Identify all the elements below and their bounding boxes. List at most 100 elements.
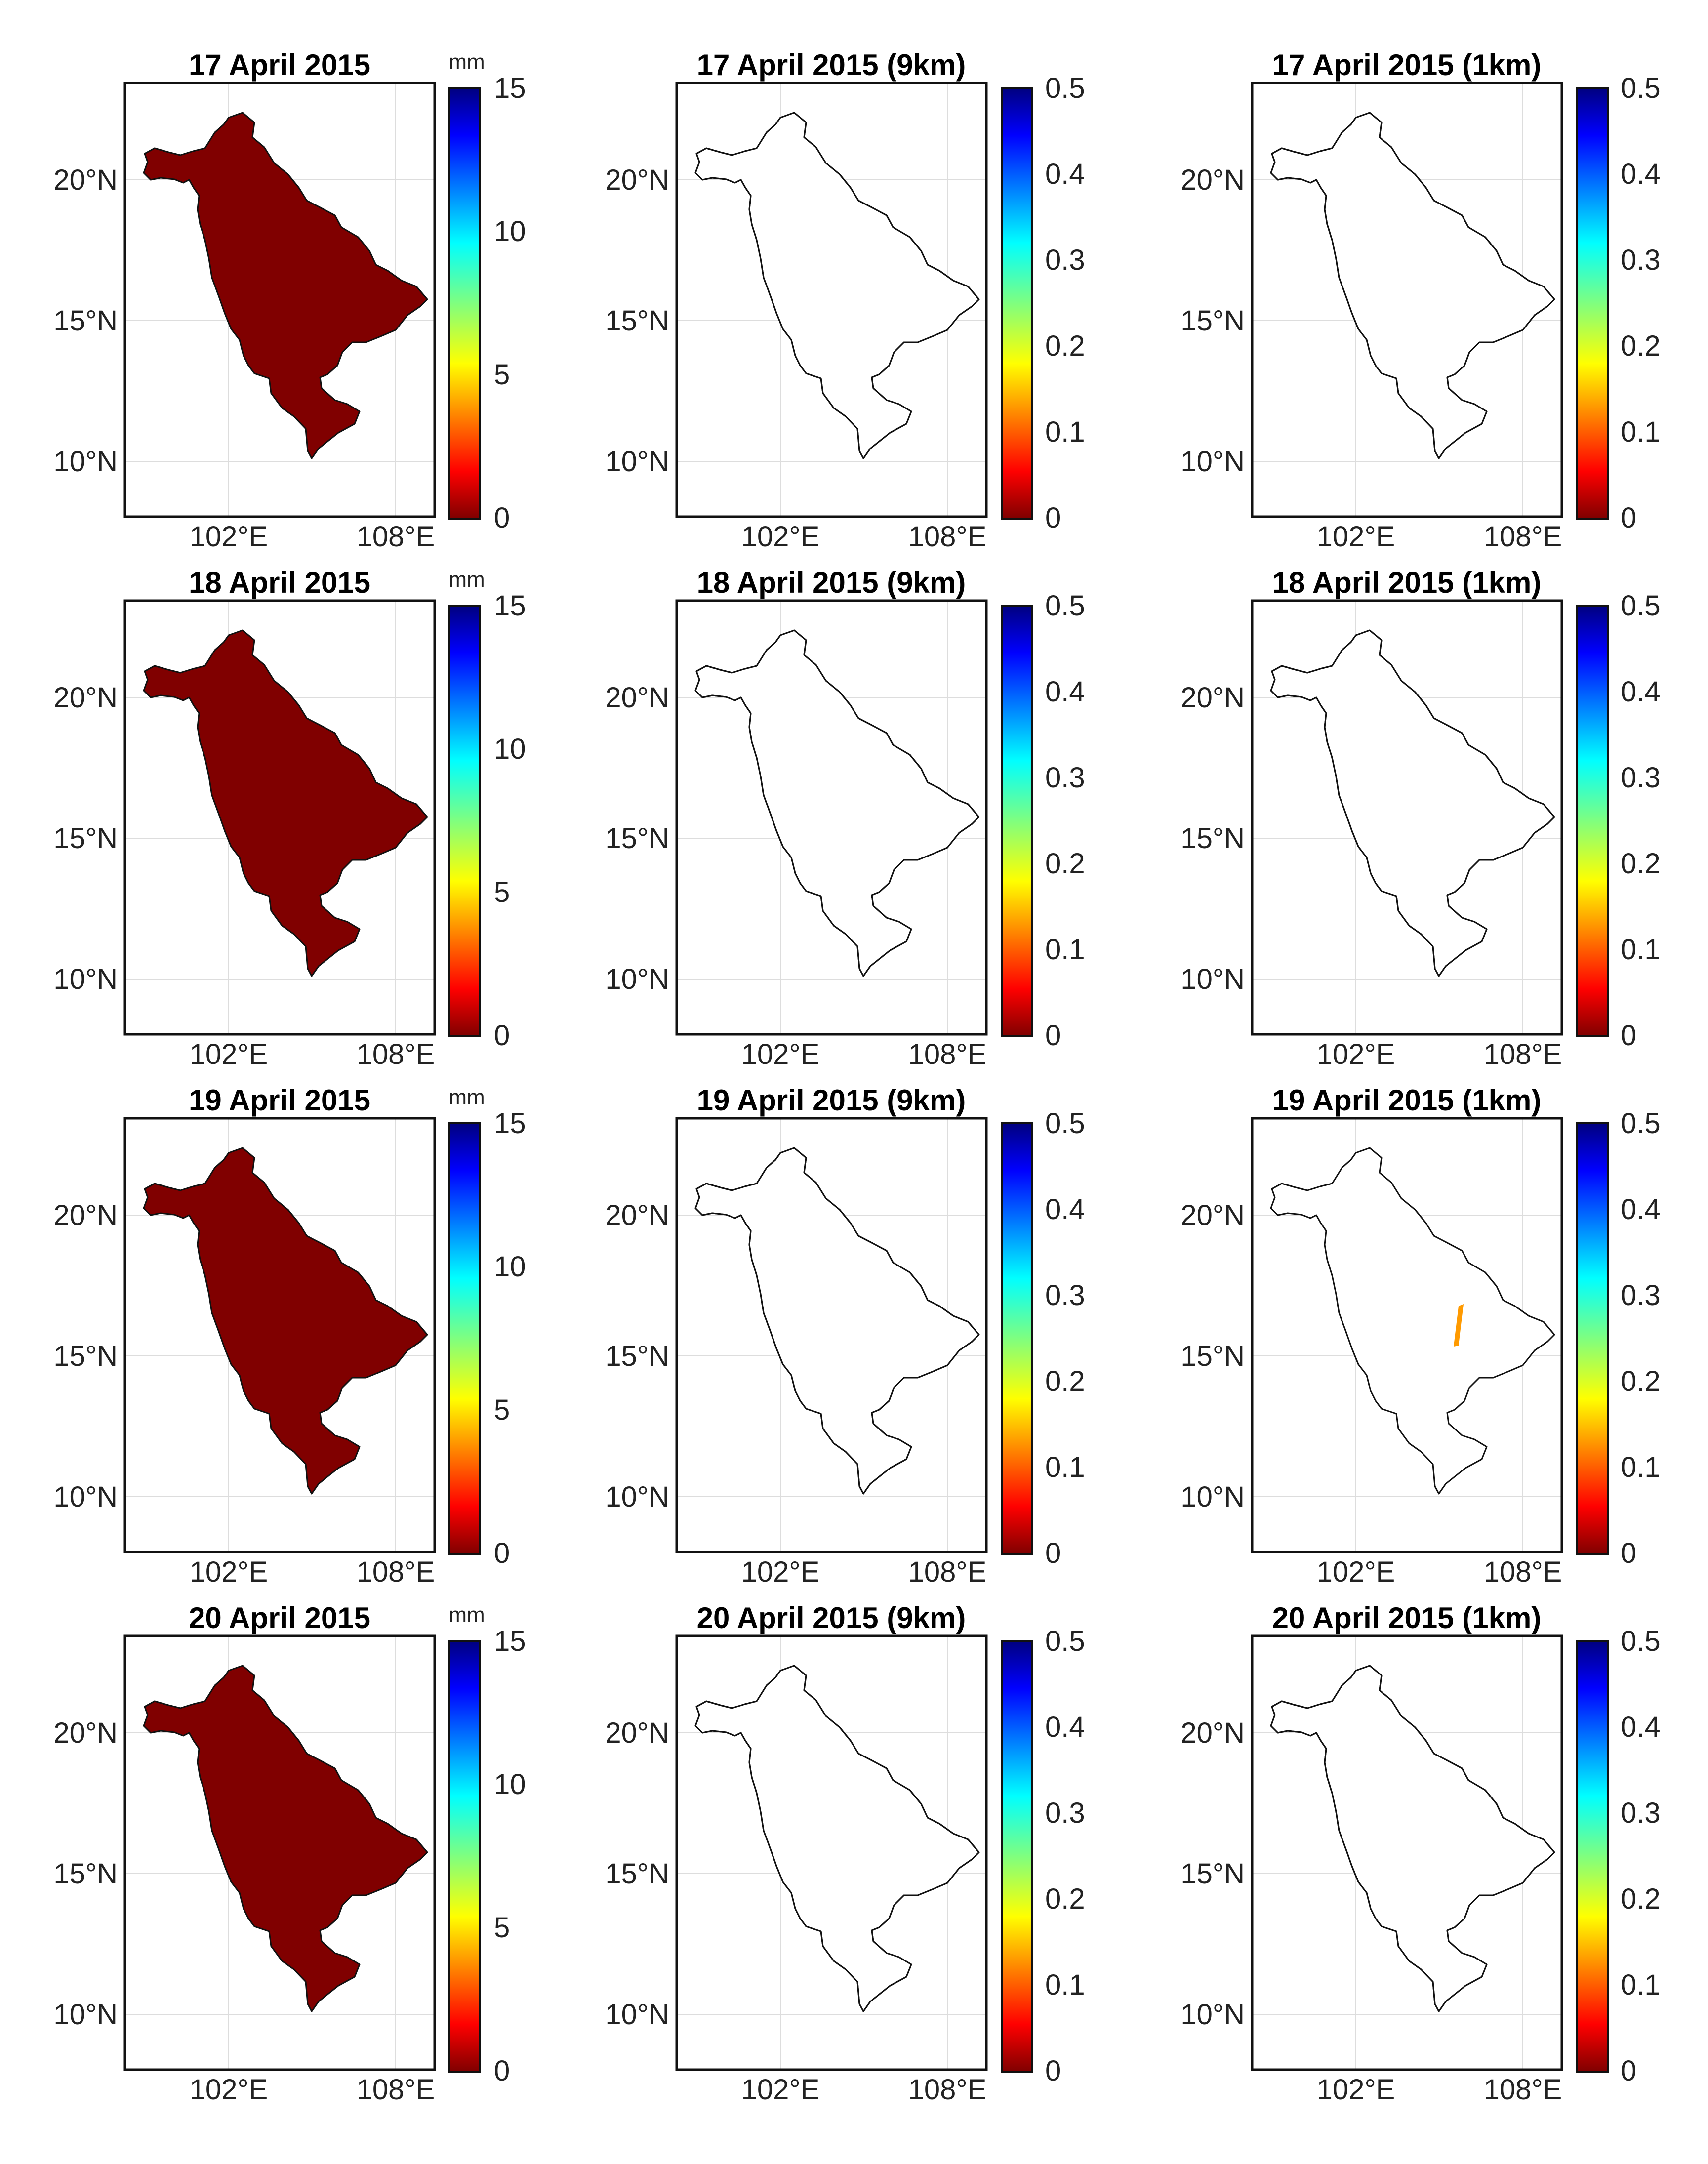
y-tick-label: 20°N [53,1717,118,1749]
colorbar-tick: 0 [494,2055,510,2087]
soil-moisture-1km-map-panel [1251,82,1563,518]
colorbar-unit: mm [448,50,485,74]
colorbar-tick: 0.5 [1621,72,1661,104]
colorbar-tick: 0.3 [1621,1797,1661,1829]
x-tick-label: 102°E [190,1556,268,1588]
y-tick-label: 20°N [605,1199,669,1231]
x-tick-label: 102°E [1317,1556,1395,1588]
axes-and-colorbars-row-4: 20°N 15°N 10°N 20°N 15°N 10°N 20°N 15°N … [53,1603,1660,2106]
colorbar-tick: 0 [1045,502,1061,534]
colorbar-tick: 5 [494,1912,510,1944]
x-tick-label: 108°E [1484,2074,1562,2106]
soil-moisture-colorbar: 0.5 0.4 0.3 0.2 0.1 0 [1576,1625,1661,2087]
colorbar-tick: 0.5 [1045,590,1085,622]
rainfall-map-panel [123,1117,436,1553]
rainfall-colorbar: mm 15 10 5 0 [448,1085,526,1569]
colorbar-tick: 15 [494,590,526,622]
panel-title: 20 April 2015 [189,1601,370,1634]
y-tick-labels: 20°N 15°N 10°N 20°N 15°N 10°N 20°N 15°N … [53,682,1245,995]
x-tick-label: 108°E [908,1038,987,1070]
soil-moisture-colorbar: 0.5 0.4 0.3 0.2 0.1 0 [1001,1107,1085,1569]
colorbar-tick: 15 [494,72,526,104]
panel-title: 20 April 2015 (1km) [1272,1601,1542,1634]
soil-moisture-field [1454,1304,1464,1347]
panel-title: 19 April 2015 [189,1084,370,1117]
colorbar-tick: 0.4 [1045,1711,1085,1743]
colorbar-tick: 0.4 [1621,1193,1661,1225]
y-tick-label: 20°N [53,682,118,714]
colorbar-unit: mm [448,1603,485,1627]
soil-moisture-9km-map-panel [675,599,988,1036]
y-tick-label: 20°N [53,164,118,196]
colorbar-tick: 10 [494,733,526,765]
y-tick-label: 10°N [53,1481,118,1513]
soil-moisture-colorbar: 0.5 0.4 0.3 0.2 0.1 0 [1001,72,1085,534]
soil-moisture-colorbar: 0.5 0.4 0.3 0.2 0.1 0 [1001,590,1085,1052]
rainfall-colorbar: mm 15 10 5 0 [448,1603,526,2087]
y-tick-label: 15°N [53,822,118,855]
x-tick-label: 108°E [357,521,435,553]
x-tick-label: 108°E [357,1038,435,1070]
y-tick-label: 10°N [1180,1481,1245,1513]
rainfall-map-panel [123,1634,436,2071]
x-tick-label: 102°E [190,2074,268,2106]
colorbar-tick: 0.1 [1045,1451,1085,1483]
y-tick-label: 15°N [605,1858,669,1890]
x-tick-label: 102°E [741,2074,820,2106]
colorbar-tick: 0.3 [1045,1797,1085,1829]
y-tick-label: 20°N [1180,682,1245,714]
x-tick-label: 108°E [1484,1556,1562,1588]
colorbar-tick: 10 [494,215,526,247]
map-frame [123,82,436,518]
x-tick-label: 102°E [1317,1038,1395,1070]
colorbar-unit: mm [448,1085,485,1109]
panel-title: 19 April 2015 (9km) [697,1084,966,1117]
y-tick-label: 15°N [605,822,669,855]
x-tick-labels: 102°E 108°E 102°E 108°E 102°E 108°E [190,1038,1562,1070]
colorbar-tick: 0.2 [1045,330,1085,362]
y-tick-label: 10°N [53,1999,118,2031]
colorbar-tick: 0.4 [1045,158,1085,190]
colorbar-tick: 0.3 [1045,762,1085,794]
colorbar-tick: 0 [1621,1537,1636,1569]
x-tick-labels: 102°E 108°E 102°E 108°E 102°E 108°E [190,1556,1562,1588]
soil-moisture-colorbar: 0.5 0.4 0.3 0.2 0.1 0 [1001,1625,1085,2087]
y-tick-label: 15°N [605,305,669,337]
colorbar-tick: 0 [1621,1020,1636,1052]
row-4: 20 April 2015 20 April 2015 (9km) [123,1601,1563,2071]
row-3: 19 April 2015 19 April 2015 (9km) 19 Apr… [123,1084,1563,1553]
y-tick-labels: 20°N 15°N 10°N 20°N 15°N 10°N 20°N 15°N … [53,1717,1245,2031]
y-tick-label: 15°N [53,305,118,337]
colorbar-tick: 0.4 [1621,1711,1661,1743]
colorbar-tick: 0.5 [1621,1625,1661,1657]
panel-title: 17 April 2015 [189,48,370,82]
y-tick-label: 15°N [53,1858,118,1890]
colorbar-tick: 10 [494,1251,526,1283]
soil-moisture-1km-map-panel [1251,599,1563,1036]
panel-title: 20 April 2015 (9km) [697,1601,966,1634]
colorbar-tick: 0.2 [1621,1883,1661,1915]
colorbar-tick: 5 [494,1394,510,1426]
y-tick-label: 20°N [1180,1199,1245,1231]
axes-and-colorbars: 20°N 15°N 10°N 20°N 15°N 10°N 20°N 15°N … [53,50,1660,553]
panel-title: 18 April 2015 (9km) [697,566,966,599]
y-tick-label: 15°N [53,1340,118,1372]
colorbar-tick: 0.1 [1045,416,1085,448]
colorbar-tick: 15 [494,1107,526,1140]
y-tick-label: 10°N [53,446,118,478]
y-tick-label: 10°N [53,963,118,995]
y-tick-label: 20°N [605,682,669,714]
colorbar-tick: 0.3 [1621,244,1661,276]
y-tick-labels: 20°N 15°N 10°N 20°N 15°N 10°N 20°N 15°N … [53,164,1245,478]
x-tick-label: 108°E [1484,1038,1562,1070]
x-tick-label: 102°E [741,1556,820,1588]
x-tick-label: 108°E [357,1556,435,1588]
colorbar-tick: 10 [494,1768,526,1800]
colorbar-tick: 0.5 [1045,1625,1085,1657]
colorbar-tick: 0 [1621,502,1636,534]
panel-title: 18 April 2015 [189,566,370,599]
soil-moisture-9km-map-panel [675,1117,988,1553]
rainfall-map-panel [123,599,436,1036]
x-tick-label: 102°E [190,521,268,553]
